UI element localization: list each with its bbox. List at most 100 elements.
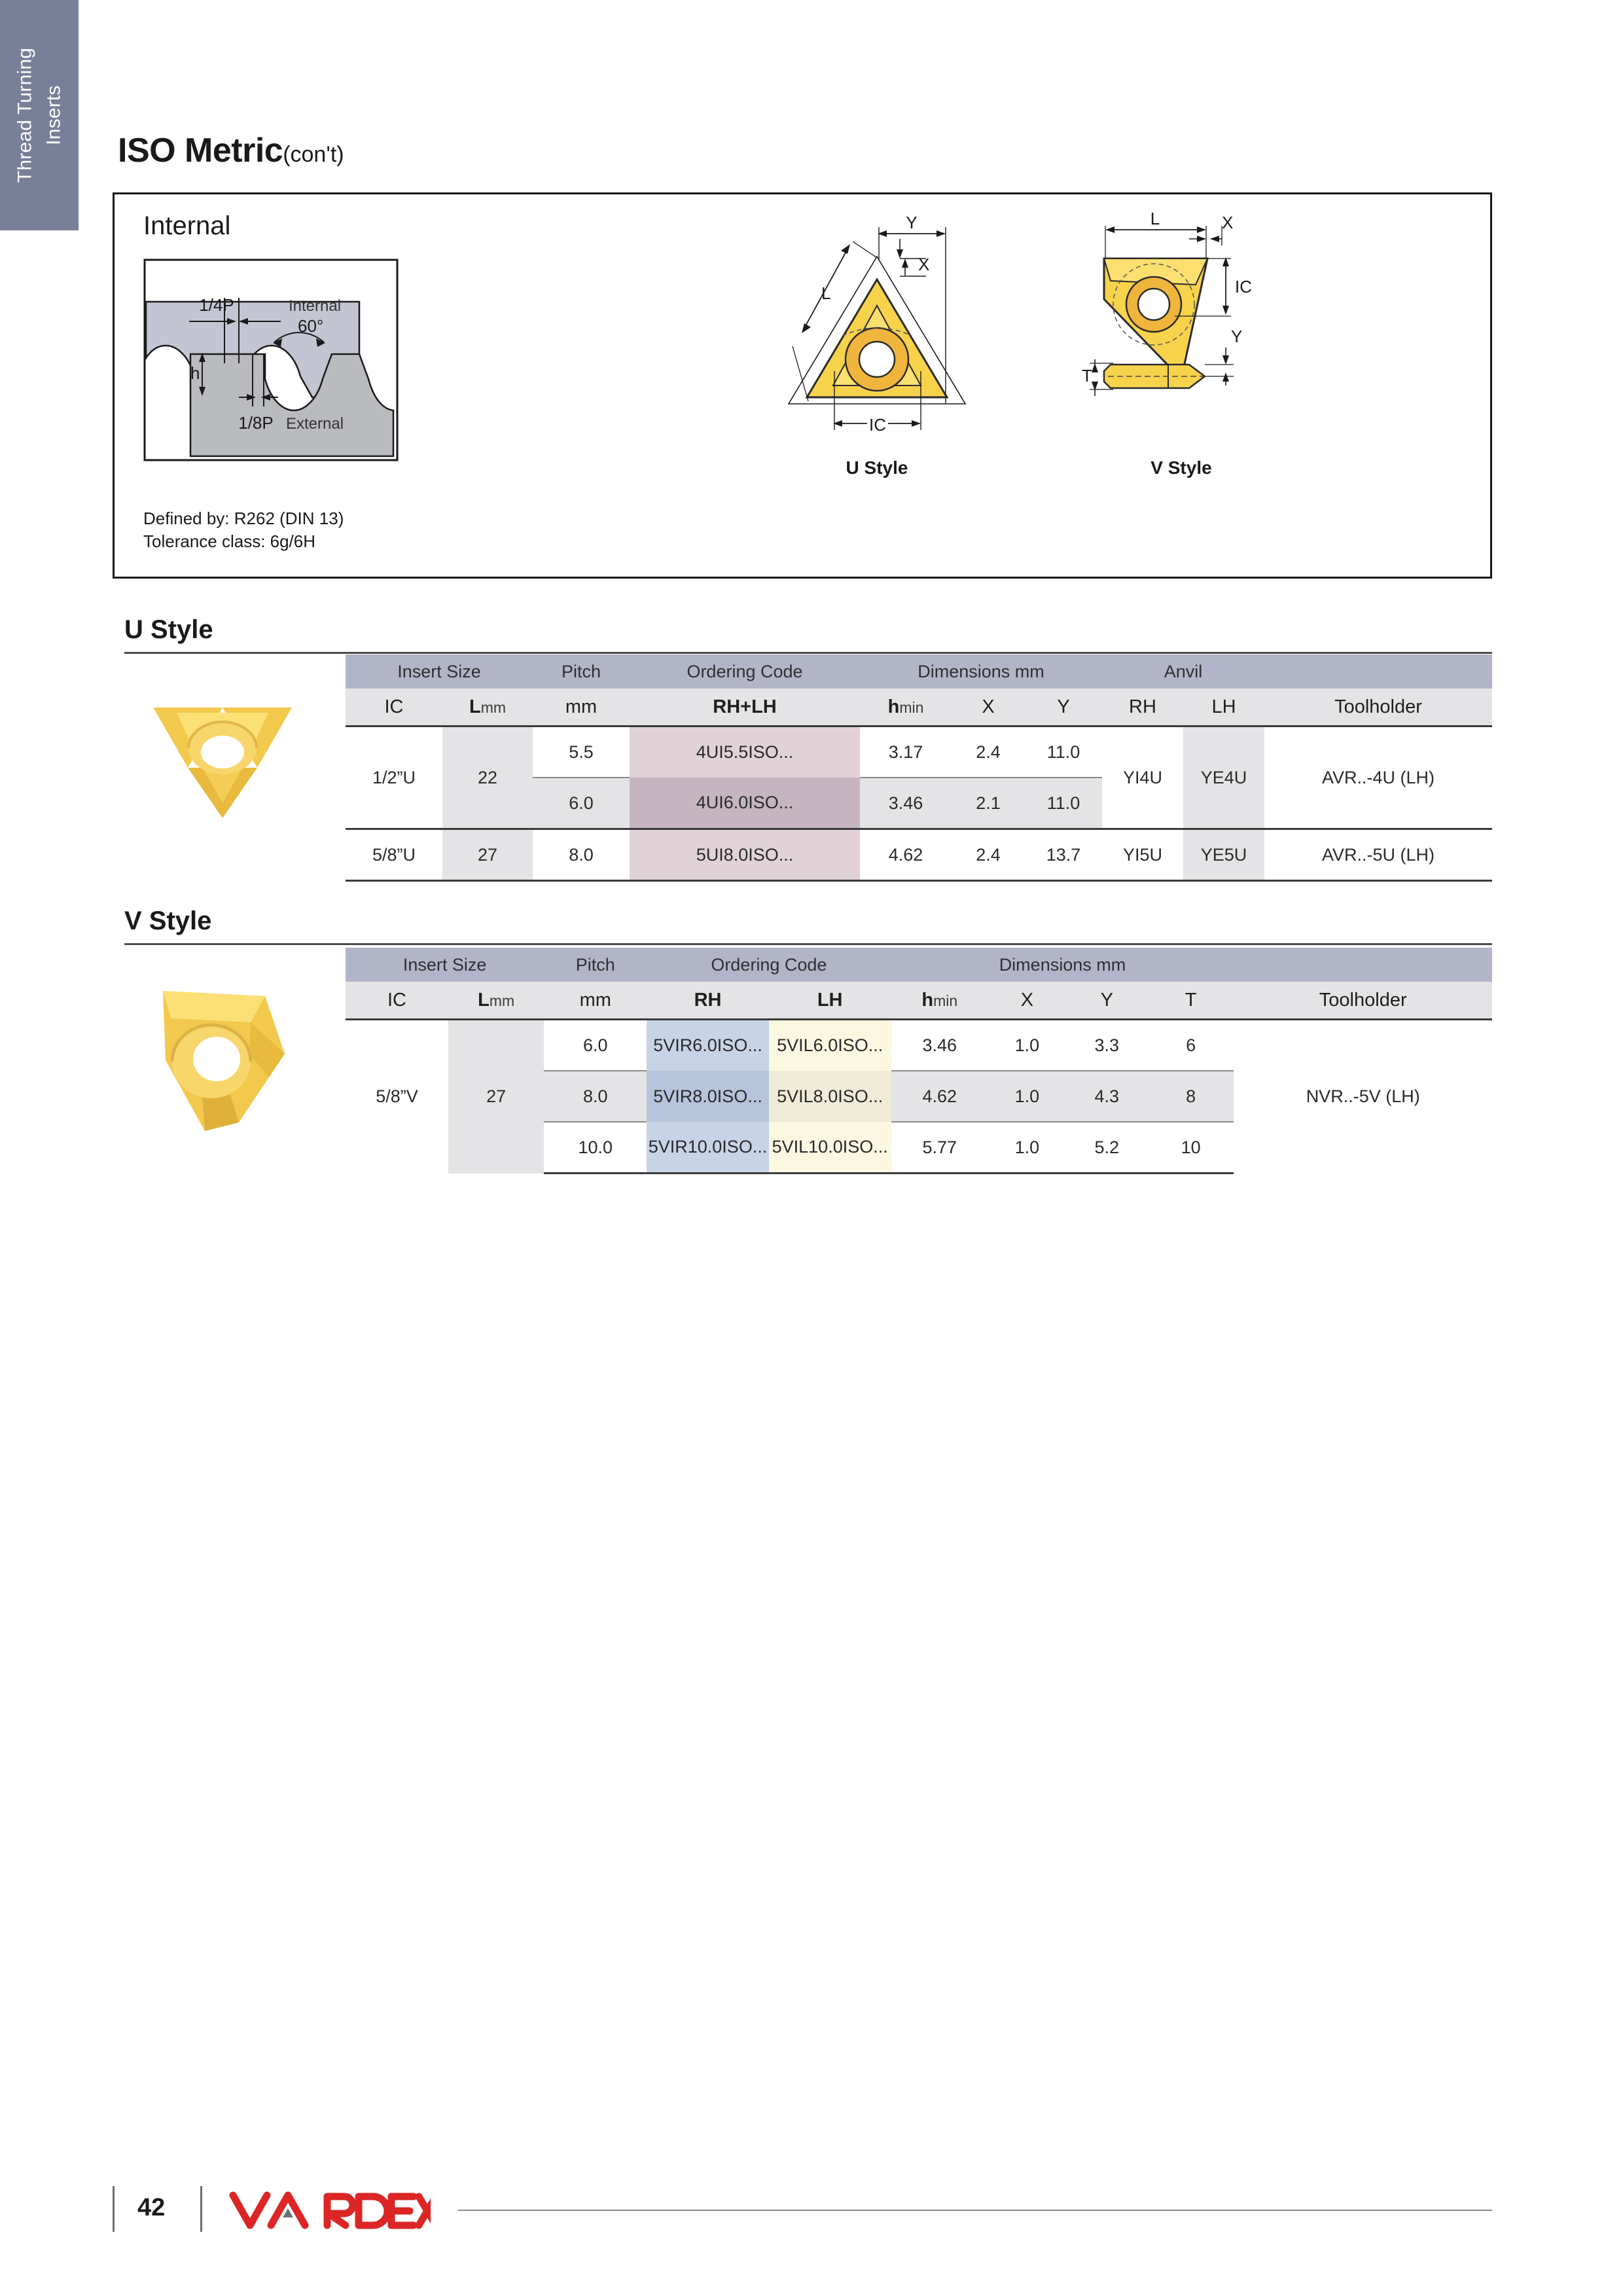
u-r1-pitch: 5.5 <box>533 725 630 778</box>
u-table-sub-header-row: IC Lmm mm RH+LH hmin X Y RH LH Toolholde… <box>346 689 1492 726</box>
v-r3-code-lh: 5VIL10.0ISO... <box>768 1122 891 1174</box>
v-col-h-unit: min <box>933 992 958 1009</box>
v-col-l-symbol: L <box>478 989 490 1011</box>
v-r3-h: 5.77 <box>891 1122 988 1174</box>
v-r3-pitch: 10.0 <box>544 1122 647 1174</box>
u-r1-l: 22 <box>442 725 533 829</box>
u-r2-h: 3.46 <box>860 778 952 829</box>
v-r3-t: 10 <box>1147 1122 1234 1174</box>
v-r3-y: 5.2 <box>1065 1122 1148 1174</box>
v-style-figure: L X IC T <box>1077 207 1299 473</box>
u-col-h: hmin <box>860 689 952 726</box>
u-r1-anvil-lh: YE4U <box>1183 725 1264 829</box>
thread-profile-diagram: 1/4P Internal 60° h 1/8P External <box>143 259 399 465</box>
internal-panel: Internal 1/4P Internal 60° <box>113 192 1492 579</box>
v-r2-code-rh: 5VIR8.0ISO... <box>647 1071 769 1122</box>
footer-rule <box>458 2210 1492 2211</box>
u-col-ordering-rhlh: RH+LH <box>630 689 860 726</box>
v-group-insert-size: Insert Size <box>346 948 544 982</box>
v-style-heading-rule <box>124 943 1492 945</box>
u-col-y: Y <box>1025 689 1102 726</box>
v-col-l-unit: mm <box>489 992 515 1009</box>
v-r1-x: 1.0 <box>988 1018 1066 1071</box>
v-r2-y: 4.3 <box>1065 1071 1148 1122</box>
u-style-heading-rule <box>124 652 1492 654</box>
u-col-l-unit: mm <box>480 698 507 716</box>
u-group-blank <box>1264 655 1492 689</box>
v-r1-toolholder: NVR..-5V (LH) <box>1234 1018 1492 1174</box>
v-r1-code-lh: 5VIL6.0ISO... <box>768 1018 891 1071</box>
v-r2-x: 1.0 <box>988 1071 1066 1122</box>
svg-text:X: X <box>1222 213 1233 232</box>
v-table-group-header-row: Insert Size Pitch Ordering Code Dimensio… <box>346 948 1492 982</box>
u-style-figure: Y X L IC <box>769 207 985 473</box>
page-number: 42 <box>137 2194 166 2221</box>
v-r1-t: 6 <box>1147 1018 1234 1071</box>
u-r1-anvil-rh: YI4U <box>1102 725 1183 829</box>
u-col-anvil-lh: LH <box>1183 689 1264 726</box>
v-col-y: Y <box>1065 982 1148 1020</box>
u-col-toolholder: Toolholder <box>1264 689 1492 726</box>
v-group-dimensions: Dimensions mm <box>891 948 1234 982</box>
u-col-x: X <box>952 689 1025 726</box>
svg-text:T: T <box>1082 366 1092 386</box>
u-group-dimensions: Dimensions mm <box>860 655 1102 689</box>
u-col-anvil-rh: RH <box>1102 689 1183 726</box>
u-r3-y: 13.7 <box>1025 828 1102 882</box>
v-style-table: Insert Size Pitch Ordering Code Dimensio… <box>346 948 1492 1174</box>
svg-text:External: External <box>286 415 344 433</box>
u-r1-code: 4UI5.5ISO... <box>630 725 860 778</box>
table-row: 5/8”V 27 6.0 5VIR6.0ISO... 5VIL6.0ISO...… <box>346 1018 1492 1174</box>
v-r1-y: 3.3 <box>1065 1018 1148 1071</box>
v-col-l: Lmm <box>448 982 544 1020</box>
table-row: 6.0 4UI6.0ISO... 3.46 2.1 11.0 <box>346 778 1492 829</box>
svg-text:L: L <box>821 283 830 303</box>
v-col-rh: RH <box>647 982 769 1020</box>
footer-divider-right <box>200 2186 202 2232</box>
u-r3-code: 5UI8.0ISO... <box>630 828 860 882</box>
u-group-insert-size: Insert Size <box>346 655 533 689</box>
v-group-pitch: Pitch <box>544 948 647 982</box>
sidebar-section-tab: Thread Turning Inserts <box>0 0 79 230</box>
u-col-ic: IC <box>346 689 442 726</box>
svg-text:Internal: Internal <box>289 297 341 315</box>
v-r3-x: 1.0 <box>988 1122 1066 1174</box>
v-group-blank <box>1234 948 1492 982</box>
u-r2-x: 2.1 <box>952 778 1025 829</box>
u-group-ordering-code: Ordering Code <box>630 655 860 689</box>
v-r1-h: 3.46 <box>891 1018 988 1071</box>
svg-text:Y: Y <box>906 213 917 232</box>
v-r2-code-lh: 5VIL8.0ISO... <box>768 1071 891 1122</box>
u-r2-code: 4UI6.0ISO... <box>630 778 860 829</box>
u-r3-ic: 5/8”U <box>346 828 442 882</box>
v-col-toolholder: Toolholder <box>1234 982 1492 1020</box>
u-r1-y: 11.0 <box>1025 725 1102 778</box>
svg-text:X: X <box>918 255 929 274</box>
u-r3-anvil-rh: YI5U <box>1102 828 1183 882</box>
u-r3-h: 4.62 <box>860 828 952 882</box>
v-r2-t: 8 <box>1147 1071 1234 1122</box>
v-r3-code-rh: 5VIR10.0ISO... <box>647 1122 769 1174</box>
u-col-l: Lmm <box>442 689 533 726</box>
v-r1-code-rh: 5VIR6.0ISO... <box>647 1018 769 1071</box>
v-table-sub-header-row: IC Lmm mm RH LH hmin X Y T Toolholder <box>346 982 1492 1020</box>
u-r1-x: 2.4 <box>952 725 1025 778</box>
table-row: 5/8”U 27 8.0 5UI8.0ISO... 4.62 2.4 13.7 … <box>346 828 1492 882</box>
svg-text:Y: Y <box>1231 327 1242 346</box>
v-r2-pitch: 8.0 <box>544 1071 647 1122</box>
defined-by-standard: Defined by: R262 (DIN 13) <box>143 509 344 528</box>
page-title: ISO Metric(con't) <box>118 131 344 170</box>
table-row: 8.0 5VIR8.0ISO... 5VIL8.0ISO... 4.62 1.0… <box>346 1071 1492 1122</box>
u-col-pitch-mm: mm <box>533 689 630 726</box>
defined-by-note: Defined by: R262 (DIN 13) Tolerance clas… <box>143 507 344 553</box>
v-col-ic: IC <box>346 982 448 1020</box>
u-style-table: Insert Size Pitch Ordering Code Dimensio… <box>346 655 1492 882</box>
svg-text:IC: IC <box>1235 277 1252 296</box>
v-col-h: hmin <box>891 982 988 1020</box>
v-style-figure-caption: V Style <box>1150 457 1212 478</box>
u-col-h-symbol: h <box>887 696 900 717</box>
v-r1-pitch: 6.0 <box>544 1018 647 1071</box>
v-r2-h: 4.62 <box>891 1071 988 1122</box>
u-r3-toolholder: AVR..-5U (LH) <box>1264 828 1492 882</box>
page-footer: 42 <box>0 2179 1623 2245</box>
